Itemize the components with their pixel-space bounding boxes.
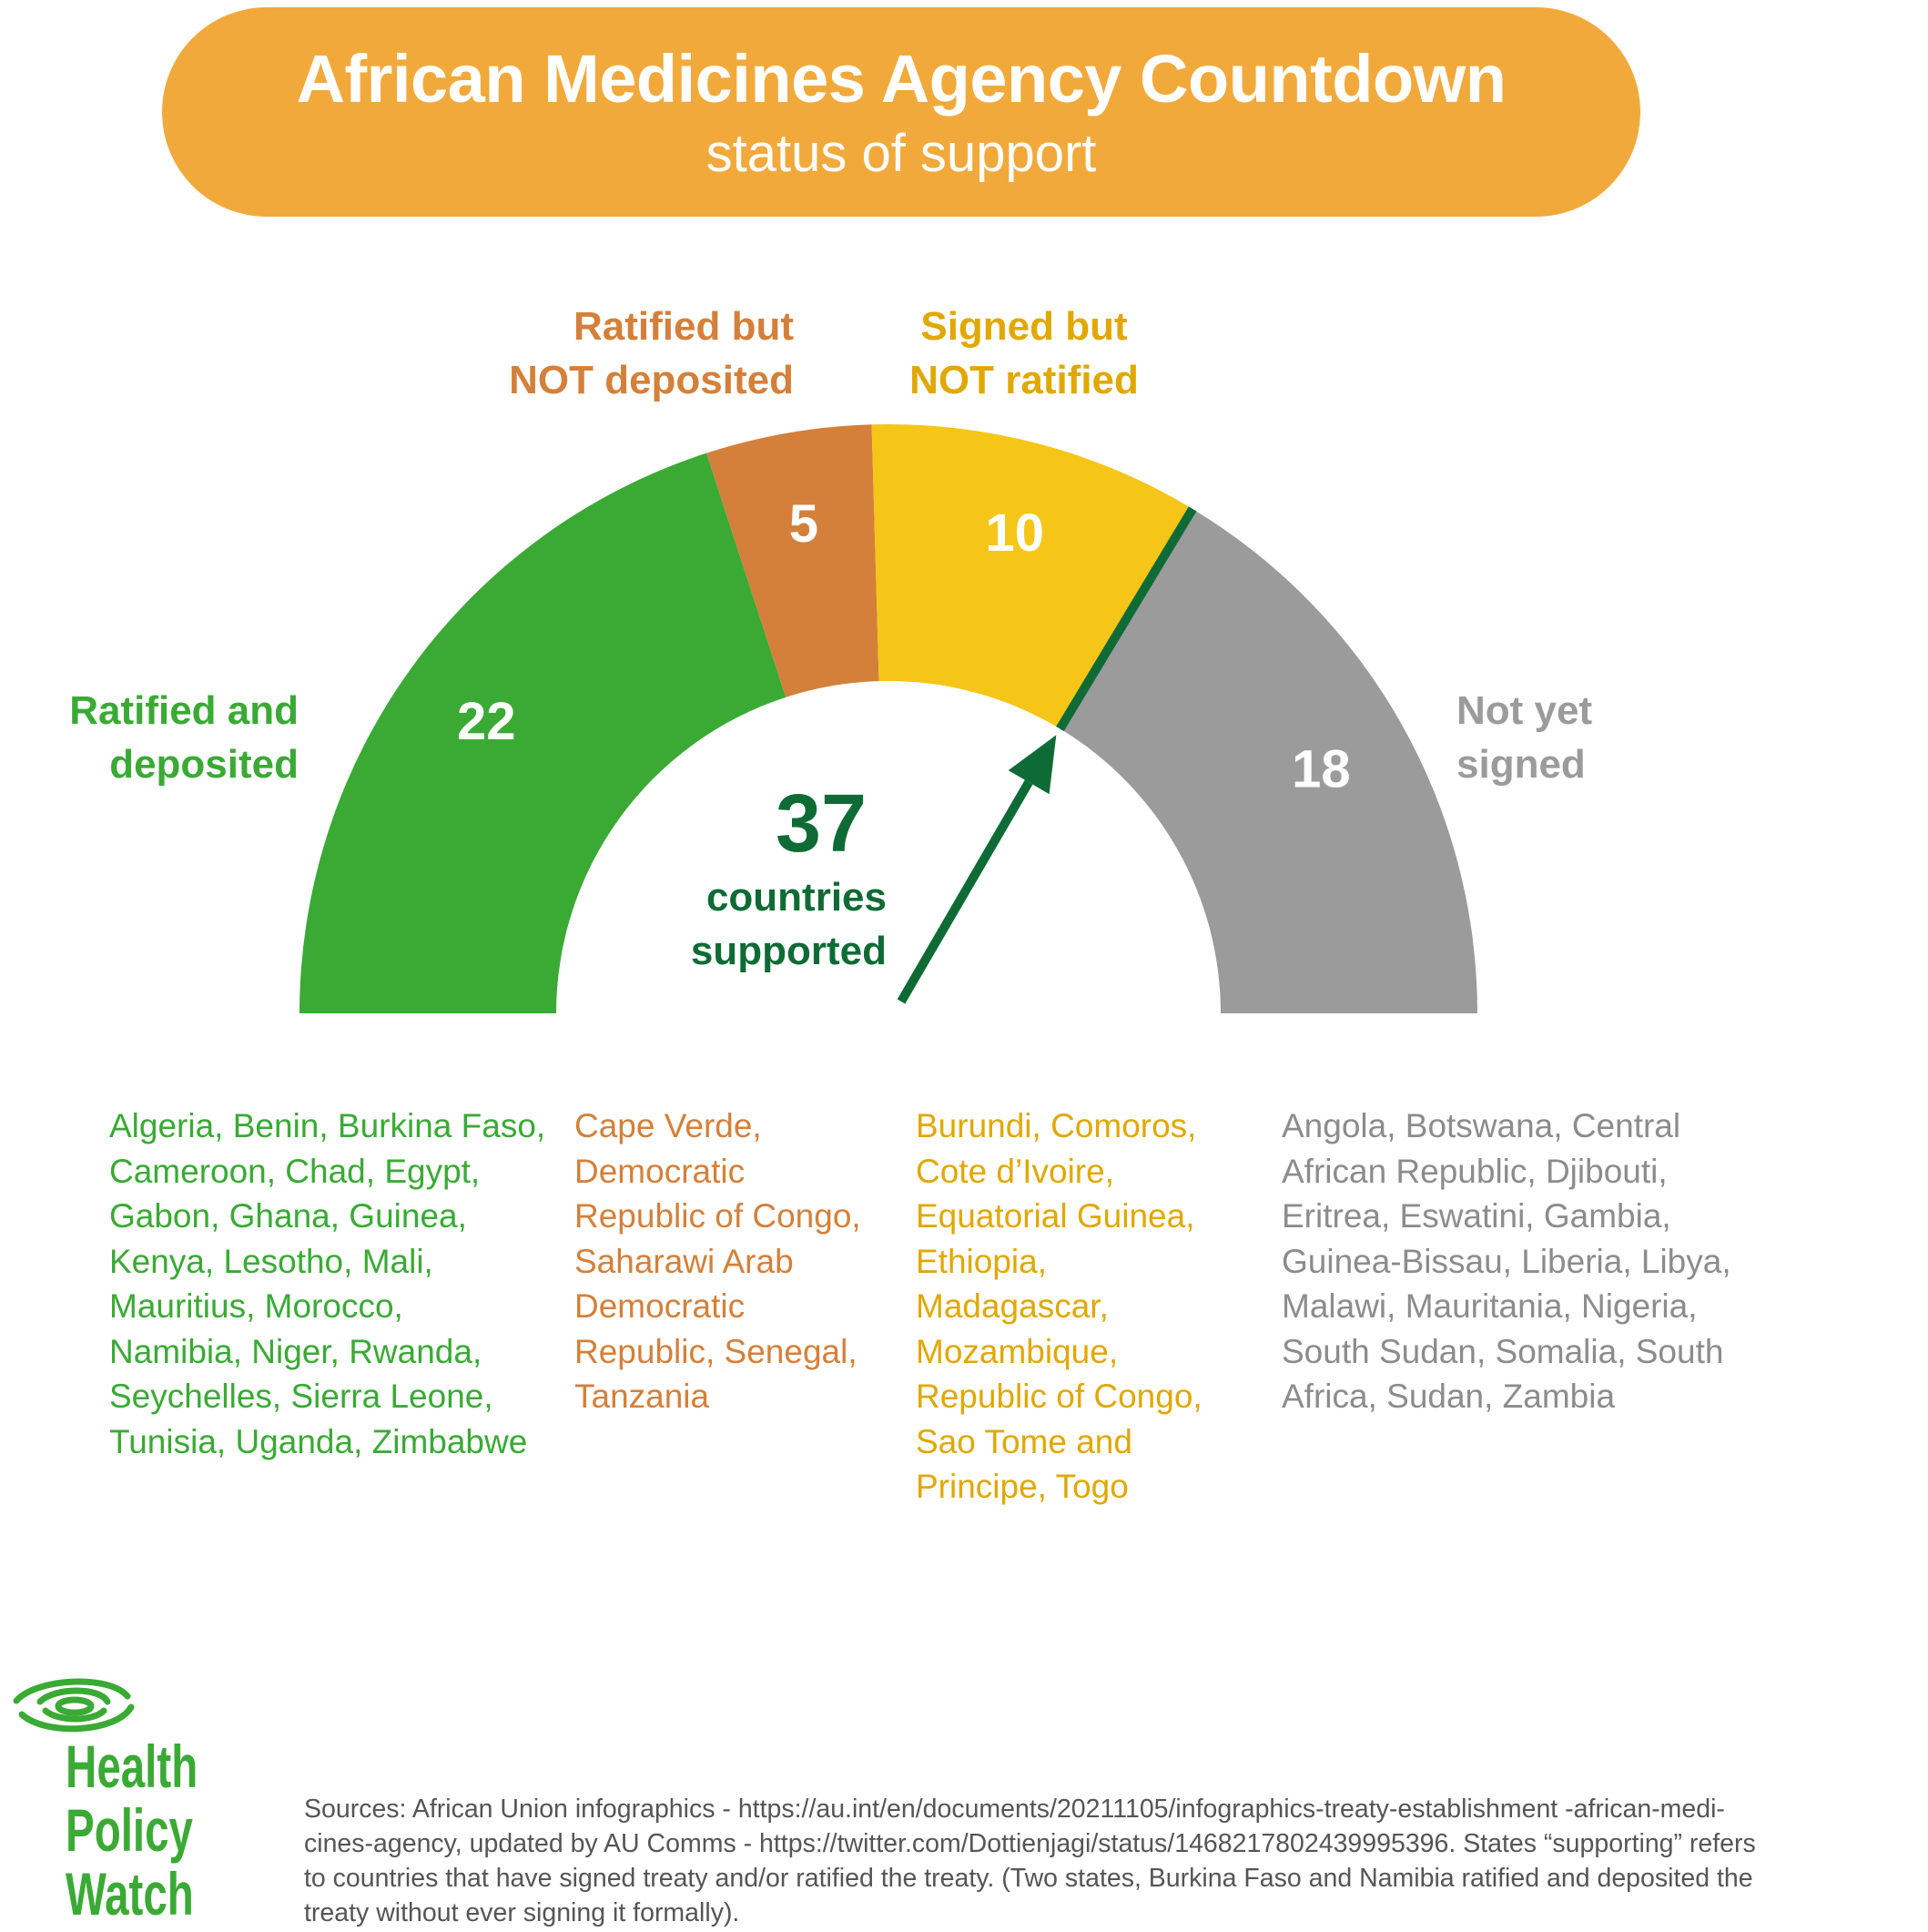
list-line: Africa, Sudan, Zambia xyxy=(1282,1378,1616,1415)
list-line: Kenya, Lesotho, Mali, xyxy=(109,1242,433,1280)
list-line: Principe, Togo xyxy=(916,1468,1129,1505)
category-label-ratified-but-not-deposited: Ratified but xyxy=(573,304,794,349)
list-ratified-deposited: Algeria, Benin, Burkina Faso, Cameroon, … xyxy=(109,1103,545,1464)
sources-line: cines-agency, updated by AU Comms - http… xyxy=(304,1829,1756,1858)
list-line: Algeria, Benin, Burkina Faso, xyxy=(109,1107,546,1144)
gauge-value-label: 10 xyxy=(986,503,1045,563)
category-label-ratified-and-deposited: Ratified and xyxy=(69,688,299,733)
category-label-signed-but-not-ratified: Signed but xyxy=(920,304,1128,349)
category-label-ratified-but-not-deposited: NOT deposited xyxy=(509,358,794,402)
list-line: Tunisia, Uganda, Zimbabwe xyxy=(109,1422,528,1460)
category-label-not-yet-signed: signed xyxy=(1456,742,1586,787)
gauge-chart: 22 5 10 18 37 countries supported Ratified and d… xyxy=(69,304,1592,1013)
list-line: Seychelles, Sierra Leone, xyxy=(109,1378,493,1415)
list-line: Sao Tome and xyxy=(916,1422,1132,1460)
gauge-segment-ratified-but-not-deposited xyxy=(706,424,879,697)
list-line: Cameroon, Chad, Egypt, xyxy=(109,1152,481,1190)
list-line: Republic of Congo, xyxy=(574,1197,861,1235)
sources-line: to countries that have signed treaty and… xyxy=(304,1864,1753,1893)
chart-title: African Medicines Agency Countdown xyxy=(296,41,1507,117)
list-line: Mozambique, xyxy=(916,1332,1119,1370)
list-line: Burundi, Comoros, xyxy=(916,1107,1197,1144)
list-line: Equatorial Guinea, xyxy=(916,1197,1195,1235)
list-signed-not-ratified: Burundi, Comoros, Cote d’Ivoire, Equator… xyxy=(916,1103,1202,1510)
list-line: Democratic xyxy=(574,1152,746,1190)
gauge-labels: 22 5 10 18 37 countries supported Ratified and d… xyxy=(69,304,1592,973)
list-line: Eritrea, Eswatini, Gambia, xyxy=(1282,1197,1671,1235)
category-label-signed-but-not-ratified: NOT ratified xyxy=(909,358,1139,402)
list-line: Ethiopia, xyxy=(916,1242,1047,1280)
total-supported-caption: supported xyxy=(691,929,887,973)
gauge-overlay xyxy=(897,506,1197,1004)
supported-divider-line xyxy=(1056,506,1197,732)
list-line: Cape Verde, xyxy=(574,1107,762,1144)
list-line: South Sudan, Somalia, South xyxy=(1282,1332,1724,1370)
title-banner: African Medicines Agency Countdown statu… xyxy=(162,7,1640,217)
list-ratified-not-deposited: Cape Verde, Democratic Republic of Congo… xyxy=(574,1103,861,1419)
logo-line: Policy xyxy=(66,1796,193,1864)
gauge-value-label: 22 xyxy=(457,692,516,751)
list-line: Democratic xyxy=(574,1287,746,1325)
gauge-segment-ratified-and-deposited xyxy=(299,452,786,1013)
list-line: Republic, Senegal, xyxy=(574,1332,857,1370)
gauge-segment-signed-but-not-ratified xyxy=(871,424,1193,729)
category-label-not-yet-signed: Not yet xyxy=(1456,688,1592,733)
pointer-arrow-shaft xyxy=(897,779,1033,1004)
list-line: Cote d’Ivoire, xyxy=(916,1152,1114,1190)
list-line: Angola, Botswana, Central xyxy=(1282,1107,1681,1144)
total-supported-value: 37 xyxy=(776,778,867,869)
list-line: Gabon, Ghana, Guinea, xyxy=(109,1197,467,1235)
list-line: Guinea-Bissau, Liberia, Libya, xyxy=(1282,1242,1731,1280)
gauge-segments xyxy=(299,424,1477,1013)
gauge-value-label: 18 xyxy=(1292,740,1351,799)
list-not-signed: Angola, Botswana, Central African Republ… xyxy=(1282,1103,1731,1419)
sources-line: treaty without ever signing it formally)… xyxy=(304,1898,740,1927)
total-supported-caption: countries xyxy=(706,875,887,920)
category-label-ratified-and-deposited: deposited xyxy=(109,742,299,787)
list-line: Republic of Congo, xyxy=(916,1378,1202,1415)
list-line: Mauritius, Morocco, xyxy=(109,1287,403,1325)
list-line: Malawi, Mauritania, Nigeria, xyxy=(1282,1287,1698,1325)
sources-note: Sources: African Union infographics - ht… xyxy=(304,1792,1924,1930)
list-line: Saharawi Arab xyxy=(574,1242,794,1280)
list-line: Tanzania xyxy=(574,1378,710,1415)
logo-wordmark: Health Policy Watch xyxy=(66,1734,198,1926)
chart-subtitle: status of support xyxy=(705,124,1097,183)
pointer-arrow-head-icon xyxy=(1008,735,1057,795)
gauge-value-label: 5 xyxy=(789,494,818,554)
logo-line: Health xyxy=(66,1733,198,1800)
list-line: Namibia, Niger, Rwanda, xyxy=(109,1332,482,1370)
list-line: African Republic, Djibouti, xyxy=(1282,1152,1668,1190)
health-policy-watch-logo-icon xyxy=(13,1678,135,1733)
sources-line: Sources: African Union infographics - ht… xyxy=(304,1795,1725,1824)
gauge-segment-not-yet-signed xyxy=(1060,508,1477,1013)
logo-line: Watch xyxy=(66,1860,194,1927)
list-line: Madagascar, xyxy=(916,1287,1109,1325)
